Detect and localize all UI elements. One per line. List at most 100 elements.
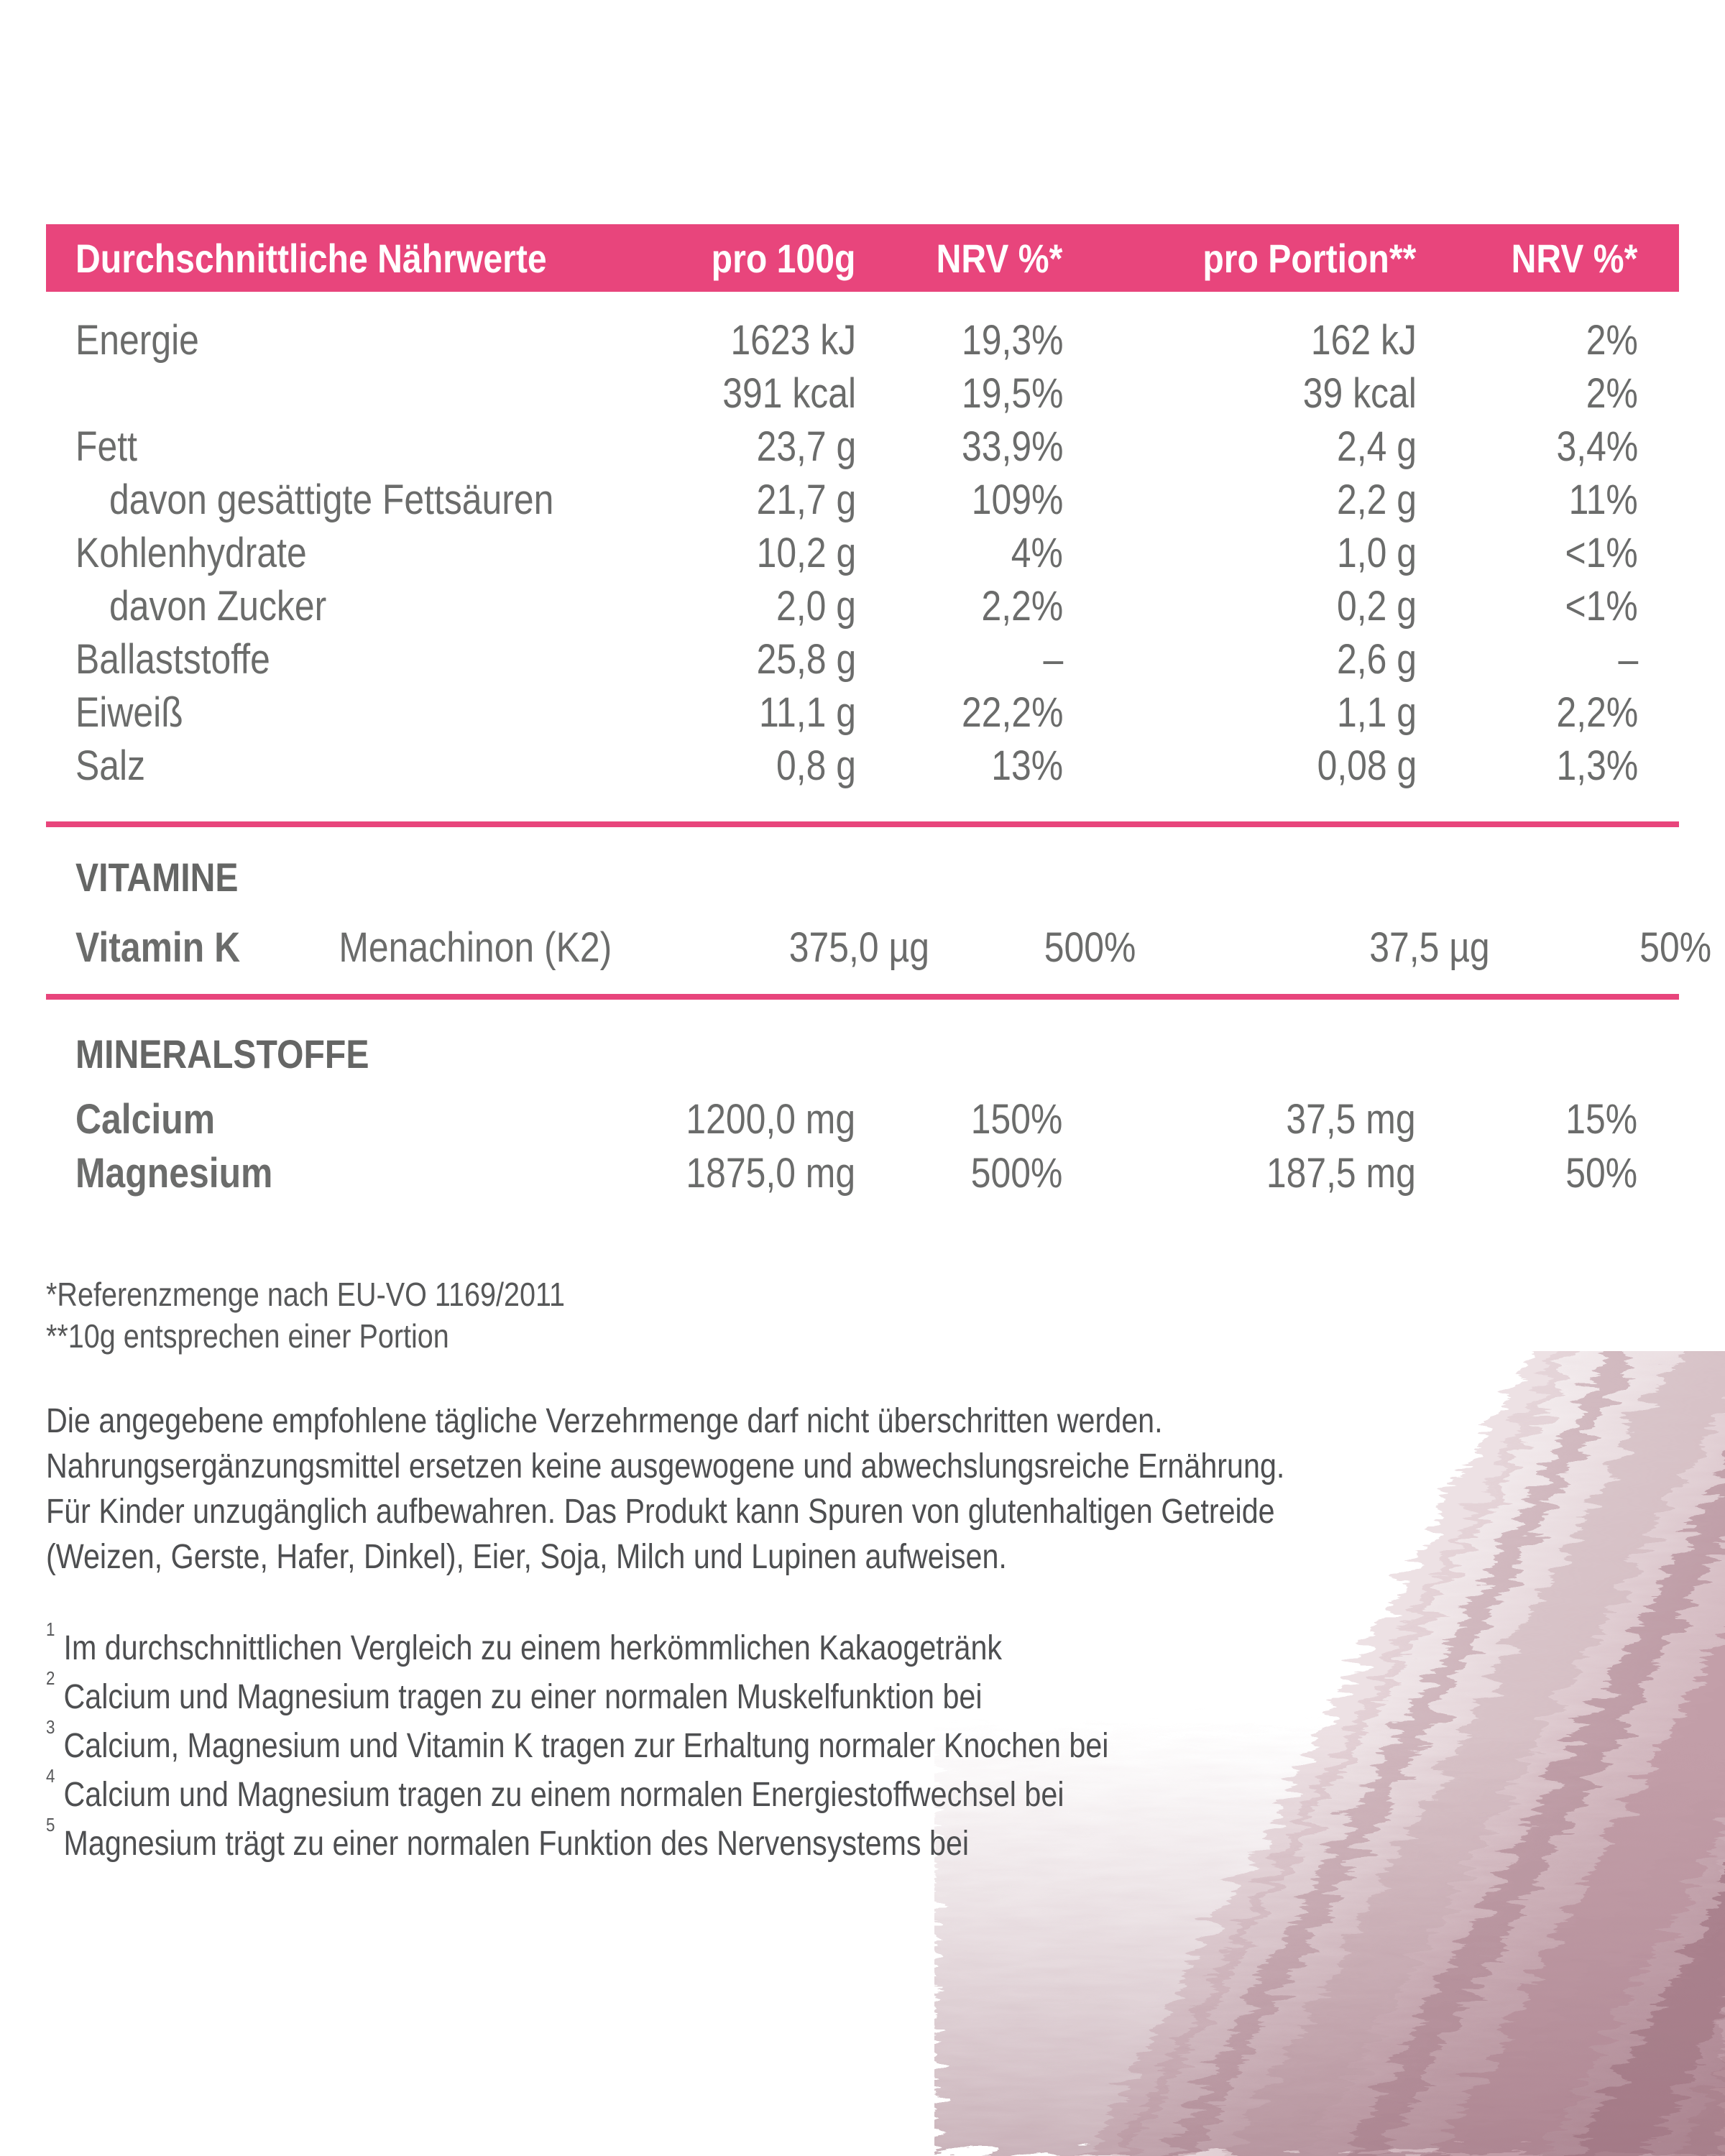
mineral-name-text: Calcium [75,1096,216,1143]
advisory-line-text: Nahrungsergänzungsmittel ersetzen keine … [46,1447,1285,1485]
value-per-portion: 187,5 mg [1062,1149,1416,1197]
value-per-100g: 23,7 g [626,423,856,471]
mineral-name: Calcium [46,1095,625,1143]
vitamin-label-text: Vitamin K Menachinon (K2) [75,923,612,972]
nrv-per-100g-text: 2,2% [981,582,1064,630]
value-per-100g-text: 2,0 g [776,582,857,630]
value-per-portion-text: 1,0 g [1337,529,1417,576]
claim-number: 4 [46,1765,55,1787]
vitamin-label: Vitamin K Menachinon (K2) [46,923,699,972]
nrv-per-portion: 2% [1417,316,1680,364]
nrv-per-100g-text: 19,5% [961,369,1064,417]
value-per-100g: 21,7 g [626,476,856,524]
footnote-text: *Referenzmenge nach EU-VO 1169/2011 [46,1276,566,1313]
value-per-portion-text: 37,5 µg [1369,923,1490,971]
value-per-100g: 375,0 µg [699,923,929,972]
advisory-line: Die angegebene empfohlene tägliche Verze… [46,1399,1486,1444]
value-per-100g: 1200,0 mg [625,1095,855,1143]
section-divider [46,821,1679,827]
health-claim-line: 3 Calcium, Magnesium und Vitamin K tragen… [46,1716,1109,1766]
value-per-100g-text: 0,8 g [776,742,857,789]
value-per-100g-text: 1200,0 mg [686,1096,855,1143]
value-per-100g: 1875,0 mg [625,1149,855,1197]
claim-number: 1 [46,1618,55,1640]
value-per-100g-text: 11,1 g [759,688,857,736]
nrv-per-portion-text: 50% [1565,1150,1637,1197]
footnote-portion-size: **10g entsprechen einer Portion [46,1315,650,1357]
health-claim: 4 Calcium und Magnesium tragen zu einem n… [46,1765,1282,1824]
nrv-per-portion-text: 50% [1639,923,1711,971]
value-per-100g-text: 10,2 g [756,529,857,576]
nutrient-label-text: Eiweiß [75,688,183,736]
nrv-per-100g-text: 500% [970,1150,1062,1197]
value-per-100g-text: 1623 kJ [730,316,857,364]
nrv-per-portion-text: 1,3% [1556,742,1639,789]
vitamins-heading-label: VITAMINE [75,854,239,900]
advisory-line: (Weizen, Gerste, Hafer, Dinkel), Eier, S… [46,1534,1486,1580]
health-claim-line: 2 Calcium und Magnesium tragen zu einer n… [46,1667,983,1717]
nrv-per-portion: 50% [1416,1149,1679,1197]
claim-text: Calcium, Magnesium und Vitamin K tragen … [63,1727,1109,1765]
mineral-name: Magnesium [46,1149,625,1197]
nrv-per-portion: 15% [1416,1095,1679,1143]
nrv-per-100g-text: 19,3% [961,316,1064,364]
value-per-portion: 2,4 g [1063,423,1417,471]
nutrient-label: davon Zucker [46,582,626,630]
advisory-line-text: Die angegebene empfohlene tägliche Verze… [46,1402,1163,1440]
header-label-nutrients: Durchschnittliche Nährwerte [75,235,547,281]
nrv-per-100g-text: 150% [970,1096,1062,1143]
nrv-per-portion-text: 3,4% [1556,423,1639,470]
nrv-per-100g: 33,9% [856,423,1063,471]
value-per-portion-text: 37,5 mg [1286,1096,1416,1143]
advisory-line-text: (Weizen, Gerste, Hafer, Dinkel), Eier, S… [46,1538,1007,1576]
mineral-name-text: Magnesium [75,1150,273,1197]
advisory-paragraph: Die angegebene empfohlene tägliche Verze… [46,1399,1486,1580]
header-col-nrv-100g: NRV %* [855,235,1062,282]
value-per-100g-text: 1875,0 mg [686,1150,855,1197]
minerals-heading-label: MINERALSTOFFE [75,1031,369,1077]
value-per-portion: 0,2 g [1063,582,1417,630]
health-claim-line: 5 Magnesium trägt zu einer normalen Funkt… [46,1814,969,1864]
nrv-per-100g-text: – [1043,635,1064,683]
nrv-per-100g: 13% [856,742,1063,790]
value-per-100g: 25,8 g [626,635,856,683]
nutrient-label: Ballaststoffe [46,635,626,683]
claim-number: 5 [46,1814,55,1835]
nrv-per-100g-text: 4% [1011,529,1064,576]
nutrient-label [46,369,626,418]
value-per-portion: 39 kcal [1063,369,1417,418]
nrv-per-portion: 3,4% [1417,423,1680,471]
header-col-nutrients: Durchschnittliche Nährwerte [46,235,625,282]
vitamin-rows: Vitamin K Menachinon (K2) 375,0 µg 500% 37,5… [46,920,1711,975]
nrv-per-100g: 2,2% [856,582,1063,630]
value-per-portion-text: 0,08 g [1317,742,1417,789]
nutrition-rows: Energie 1623 kJ 19,3% 162 kJ 2% 391 kcal 19,5%… [46,313,1679,792]
nrv-per-portion: <1% [1417,582,1680,630]
nutrient-label-text: Fett [75,423,137,470]
health-claim: 1 Im durchschnittlichen Vergleich zu eine… [46,1618,1282,1677]
health-claims-list: 1 Im durchschnittlichen Vergleich zu eine… [46,1618,1282,1873]
nrv-per-portion: 50% [1490,923,1725,972]
value-per-portion-text: 1,1 g [1337,688,1417,736]
value-per-100g: 2,0 g [626,582,856,630]
value-per-100g-text: 391 kcal [722,369,857,417]
value-per-100g-text: 21,7 g [756,476,857,523]
nrv-per-100g: 500% [855,1149,1062,1197]
value-per-100g: 11,1 g [626,688,856,737]
vitamin-form: Menachinon (K2) [339,923,612,971]
value-per-portion: 37,5 µg [1136,923,1490,972]
nrv-per-100g: 4% [856,529,1063,577]
nrv-per-100g-text: 33,9% [961,423,1064,470]
nrv-per-portion-text: – [1618,635,1639,683]
nrv-per-portion-text: 11% [1568,476,1639,523]
nrv-per-100g: 19,3% [856,316,1063,364]
health-claim-line: 4 Calcium und Magnesium tragen zu einem n… [46,1765,1064,1815]
nrv-per-100g: 22,2% [856,688,1063,737]
value-per-portion: 2,2 g [1063,476,1417,524]
value-per-portion: 2,6 g [1063,635,1417,683]
nutrient-label-text: Energie [75,316,199,364]
value-per-portion: 1,0 g [1063,529,1417,577]
nrv-per-100g: 500% [929,923,1136,972]
nutrient-label-text: davon Zucker [109,582,327,630]
